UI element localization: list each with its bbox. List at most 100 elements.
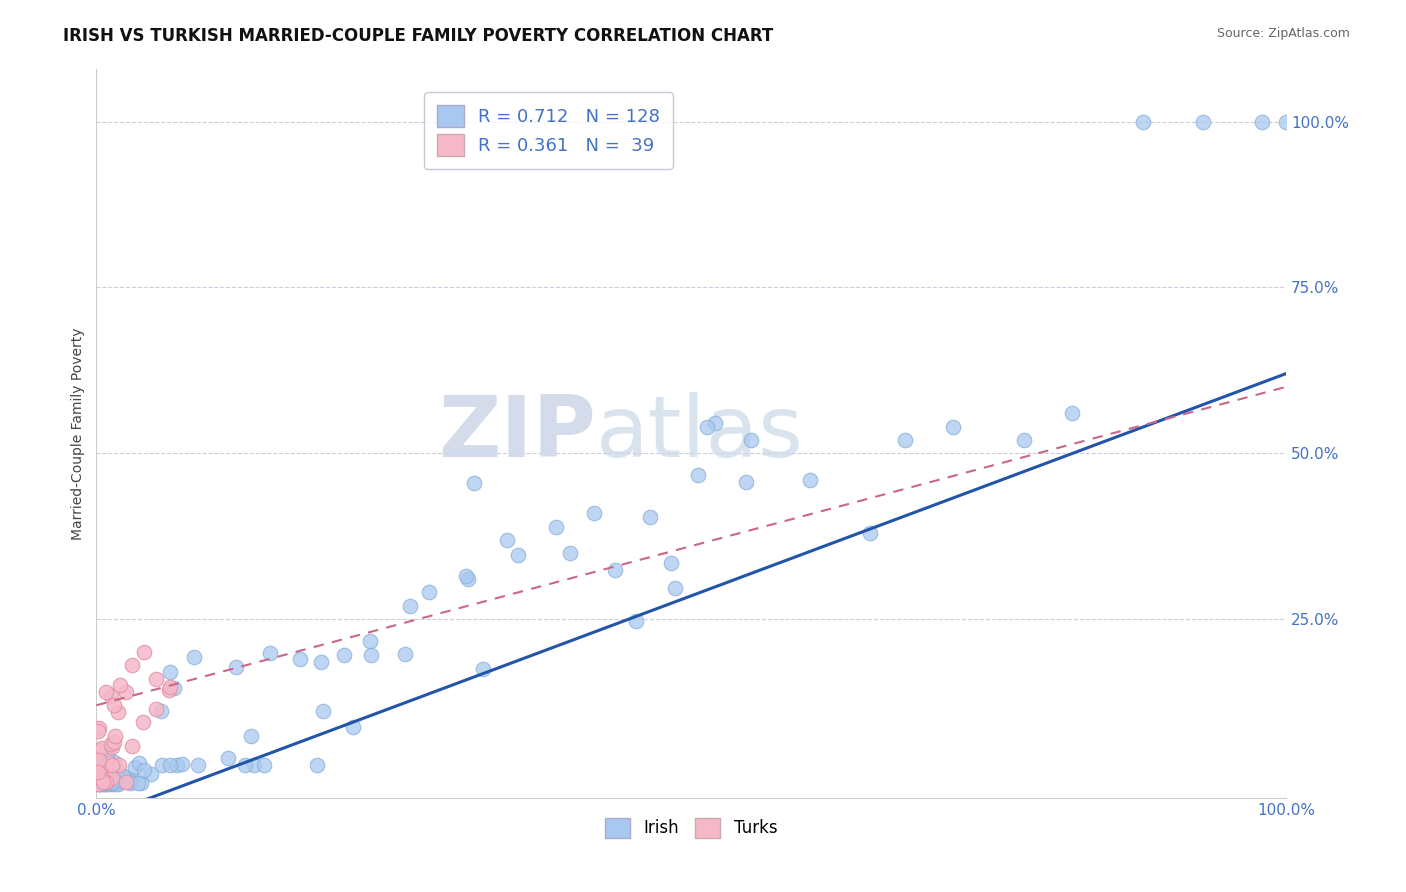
Point — [1275, 114, 1298, 128]
Point — [93, 763, 115, 777]
Point — [104, 777, 127, 791]
Point — [120, 775, 142, 789]
Point — [307, 758, 329, 772]
Point — [398, 599, 420, 613]
Point — [107, 706, 129, 720]
Point — [86, 723, 108, 738]
Legend: Irish, Turks: Irish, Turks — [598, 811, 785, 845]
Point — [91, 773, 114, 788]
Point — [101, 739, 124, 754]
Point — [86, 774, 108, 789]
Point — [89, 777, 111, 791]
Point — [86, 777, 108, 791]
Point — [94, 764, 117, 778]
Point — [163, 681, 186, 695]
Point — [101, 776, 124, 790]
Point — [111, 767, 134, 781]
Point — [87, 772, 110, 787]
Point — [101, 776, 124, 790]
Point — [89, 769, 111, 783]
Point — [131, 715, 153, 730]
Point — [96, 765, 118, 780]
Point — [115, 685, 138, 699]
Point — [129, 776, 152, 790]
Point — [454, 569, 477, 583]
Point — [91, 772, 114, 786]
Point — [128, 756, 150, 770]
Point — [134, 763, 156, 777]
Point — [121, 658, 143, 673]
Point — [91, 771, 114, 785]
Text: atlas: atlas — [596, 392, 804, 475]
Point — [96, 777, 118, 791]
Point — [394, 647, 416, 661]
Point — [91, 777, 114, 791]
Point — [86, 765, 108, 780]
Point — [457, 572, 479, 586]
Point — [90, 765, 112, 780]
Point — [96, 748, 118, 763]
Point — [91, 775, 114, 789]
Point — [91, 773, 114, 788]
Point — [463, 476, 485, 491]
Point — [342, 720, 364, 734]
Point — [159, 758, 181, 772]
Point — [1251, 114, 1274, 128]
Point — [659, 556, 682, 570]
Point — [704, 416, 727, 430]
Point — [240, 730, 263, 744]
Point — [103, 756, 125, 770]
Point — [288, 652, 311, 666]
Point — [94, 769, 117, 783]
Point — [159, 681, 181, 695]
Point — [894, 433, 917, 447]
Point — [91, 771, 114, 785]
Point — [101, 771, 124, 785]
Point — [145, 702, 167, 716]
Point — [686, 468, 709, 483]
Text: ZIP: ZIP — [439, 392, 596, 475]
Point — [544, 520, 567, 534]
Point — [100, 758, 122, 772]
Point — [103, 775, 125, 789]
Point — [583, 506, 606, 520]
Point — [243, 758, 266, 772]
Point — [90, 766, 112, 780]
Point — [418, 584, 440, 599]
Point — [89, 772, 111, 787]
Point — [225, 660, 247, 674]
Point — [87, 743, 110, 757]
Point — [101, 761, 124, 775]
Point — [89, 721, 111, 735]
Point — [172, 757, 194, 772]
Point — [740, 433, 762, 447]
Point — [97, 777, 120, 791]
Point — [94, 773, 117, 788]
Point — [664, 582, 686, 596]
Point — [104, 772, 127, 787]
Point — [90, 774, 112, 789]
Point — [124, 760, 146, 774]
Point — [120, 772, 142, 786]
Point — [100, 776, 122, 790]
Point — [86, 766, 108, 780]
Point — [496, 533, 519, 547]
Point — [187, 758, 209, 772]
Point — [93, 776, 115, 790]
Point — [96, 765, 118, 780]
Point — [107, 758, 129, 772]
Point — [89, 753, 111, 767]
Point — [89, 768, 111, 782]
Point — [90, 741, 112, 756]
Point — [103, 765, 125, 780]
Point — [183, 649, 205, 664]
Point — [100, 690, 122, 704]
Point — [94, 774, 117, 789]
Point — [98, 756, 121, 770]
Point — [145, 672, 167, 686]
Point — [100, 737, 122, 751]
Point — [96, 772, 118, 786]
Point — [626, 614, 648, 628]
Point — [98, 765, 121, 780]
Point — [1191, 114, 1213, 128]
